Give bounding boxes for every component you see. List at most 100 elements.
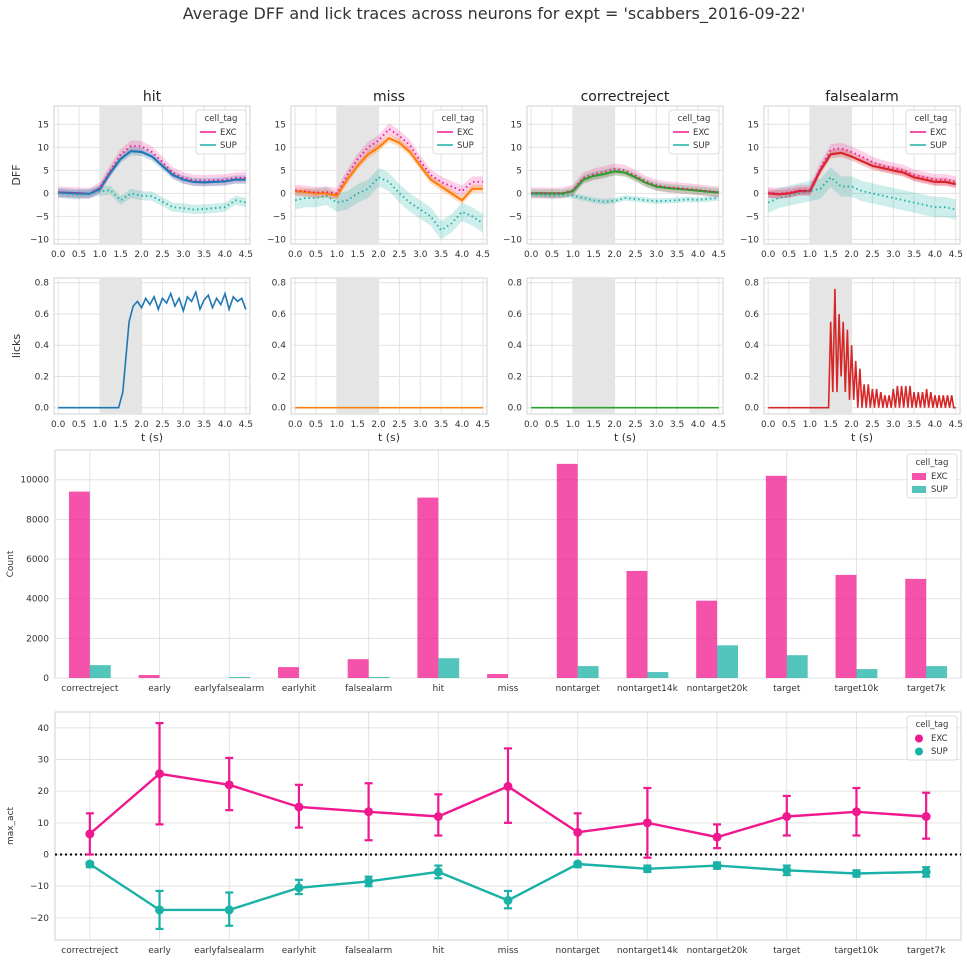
y-tick-label: 0 bbox=[43, 674, 49, 684]
y-tick-label: −5 bbox=[509, 212, 522, 222]
y-tick-label: −5 bbox=[36, 212, 49, 222]
x-tick-label: 2.0 bbox=[134, 420, 149, 430]
y-tick-label: 0 bbox=[43, 851, 49, 861]
x-axis-label: t (s) bbox=[614, 431, 636, 444]
y-tick-label: 0.4 bbox=[508, 341, 523, 351]
y-tick-label: 0.4 bbox=[745, 341, 760, 351]
y-tick-label: 0.8 bbox=[745, 279, 760, 289]
lick-trace-falsealarm bbox=[768, 288, 956, 409]
point-exc bbox=[85, 829, 95, 839]
legend-label-sup: SUP bbox=[931, 747, 948, 757]
bar-exc bbox=[626, 570, 648, 678]
x-tick-label: 4.0 bbox=[455, 250, 470, 260]
stimulus-window bbox=[336, 106, 379, 244]
sup-trace bbox=[767, 176, 956, 211]
y-tick-label: 0.6 bbox=[35, 310, 50, 320]
x-tick-label: correctreject bbox=[61, 684, 119, 694]
x-tick-label: 1.0 bbox=[566, 420, 581, 430]
x-tick-label: 3.0 bbox=[886, 250, 901, 260]
legend-label-sup: SUP bbox=[693, 141, 710, 151]
x-tick-label: 0.5 bbox=[309, 250, 323, 260]
legend-label-exc: EXC bbox=[693, 128, 710, 138]
bar-exc bbox=[556, 463, 578, 678]
panel-count-bar: 0 2000 4000 6000 8000 10000 correctreject early… bbox=[6, 449, 962, 694]
x-tick-label: target7k bbox=[907, 684, 946, 694]
x-tick-label: target7k bbox=[907, 946, 946, 956]
x-tick-label: early bbox=[148, 946, 171, 956]
stimulus-window bbox=[572, 278, 615, 414]
x-tick-label: 1.5 bbox=[824, 250, 838, 260]
x-tick-label: early bbox=[148, 684, 171, 694]
x-tick-label: 2.5 bbox=[628, 250, 642, 260]
panel-licks-miss: 0.0 0.5 1.0 1.5 2.0 2.5 3.0 3.5 4.0 4.5 0.0 0.2 0.4 0… bbox=[272, 277, 490, 444]
point-sup bbox=[155, 905, 165, 915]
x-tick-label: 4.0 bbox=[218, 250, 233, 260]
y-axis-label: DFF bbox=[10, 164, 23, 185]
y-axis-label: max_act bbox=[6, 806, 16, 845]
x-tick-label: 4.5 bbox=[712, 420, 726, 430]
x-tick-label: 0.5 bbox=[72, 420, 86, 430]
x-axis-label: t (s) bbox=[378, 431, 400, 444]
x-tick-label: 3.5 bbox=[434, 250, 448, 260]
x-tick-label: correctreject bbox=[61, 946, 119, 956]
x-tick-label: 1.0 bbox=[803, 250, 818, 260]
x-tick-label: 0.0 bbox=[51, 420, 66, 430]
x-tick-label: 3.0 bbox=[649, 420, 664, 430]
point-sup bbox=[851, 869, 861, 878]
point-sup bbox=[85, 859, 95, 869]
x-tick-label: 3.5 bbox=[434, 420, 448, 430]
x-tick-label: 4.5 bbox=[476, 250, 490, 260]
x-tick-label: 3.0 bbox=[176, 250, 191, 260]
point-sup bbox=[921, 867, 931, 877]
x-tick-label: hit bbox=[432, 684, 444, 694]
panel-licks-falsealarm: 0.0 0.5 1.0 1.5 2.0 2.5 3.0 3.5 4.0 4.5 0.0 0.2 0.4 0… bbox=[745, 277, 963, 444]
y-tick-label: −10 bbox=[30, 882, 49, 892]
y-tick-label: 0.4 bbox=[35, 341, 50, 351]
x-tick-label: earlyhit bbox=[282, 946, 317, 956]
y-tick-label: 0 bbox=[43, 189, 49, 199]
y-tick-label: 0.2 bbox=[272, 372, 286, 382]
y-tick-label: 0.8 bbox=[35, 279, 50, 289]
x-tick-label: 4.0 bbox=[455, 420, 470, 430]
bar-sup bbox=[717, 645, 738, 678]
y-tick-label: 5 bbox=[280, 166, 286, 176]
y-tick-label: 0.8 bbox=[508, 279, 523, 289]
y-tick-label: 8000 bbox=[26, 515, 49, 525]
y-tick-label: −20 bbox=[30, 914, 49, 924]
x-tick-label: 3.5 bbox=[670, 250, 684, 260]
mean-confidence-band bbox=[58, 146, 246, 198]
exc-trace bbox=[295, 127, 483, 195]
x-tick-label: 4.0 bbox=[691, 420, 706, 430]
exc-confidence-band bbox=[531, 163, 719, 199]
y-tick-label: 0.8 bbox=[272, 279, 287, 289]
legend-title: cell_tag bbox=[915, 114, 948, 124]
stimulus-window bbox=[99, 278, 142, 414]
panel-licks-hit: 0.0 0.5 1.0 1.5 2.0 2.5 3.0 3.5 4.0 4.5 0.0 0.2 0.4 0… bbox=[10, 277, 253, 444]
y-tick-label: 2000 bbox=[26, 634, 49, 644]
x-tick-label: miss bbox=[498, 684, 519, 694]
x-tick-label: 1.5 bbox=[351, 420, 365, 430]
x-tick-label: falsealarm bbox=[345, 684, 392, 694]
point-exc bbox=[364, 807, 374, 817]
bar-exc bbox=[138, 675, 160, 678]
y-tick-label: 5 bbox=[43, 166, 49, 176]
panel-title: falsealarm bbox=[825, 89, 899, 105]
bar-sup bbox=[89, 665, 111, 678]
x-tick-label: 1.0 bbox=[93, 420, 108, 430]
mean-trace-falsealarm bbox=[768, 151, 957, 196]
x-tick-label: 0.0 bbox=[761, 250, 776, 260]
point-sup bbox=[433, 867, 443, 877]
y-tick-label: −5 bbox=[273, 212, 286, 222]
y-tick-label: 10000 bbox=[20, 476, 49, 486]
point-exc bbox=[642, 818, 652, 828]
x-tick-label: 3.0 bbox=[413, 250, 428, 260]
y-tick-label: −10 bbox=[740, 235, 759, 245]
exc-confidence-band bbox=[58, 140, 246, 199]
panel-title: correctreject bbox=[581, 89, 670, 105]
legend-title: cell_tag bbox=[916, 458, 949, 468]
legend-label-sup: SUP bbox=[931, 485, 948, 495]
bar-exc bbox=[417, 497, 439, 678]
y-tick-label: 4000 bbox=[26, 595, 49, 605]
x-tick-label: nontarget bbox=[556, 946, 601, 956]
y-tick-label: 5 bbox=[516, 166, 522, 176]
